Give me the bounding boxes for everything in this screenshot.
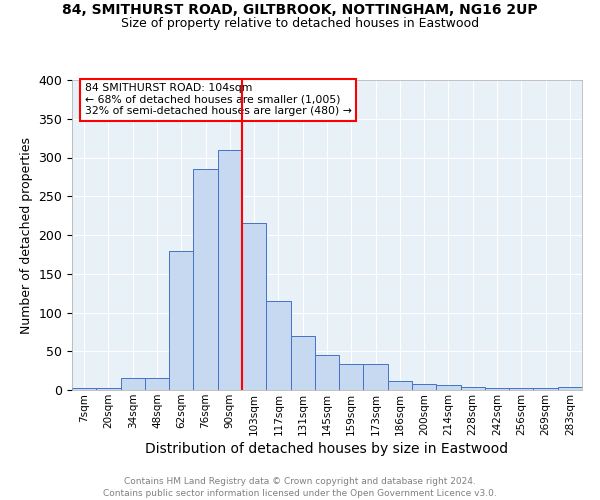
Text: Distribution of detached houses by size in Eastwood: Distribution of detached houses by size … [145, 442, 509, 456]
Bar [72, 388, 96, 390]
Bar [558, 387, 582, 390]
Bar [121, 378, 145, 390]
Bar [315, 355, 339, 390]
Bar [364, 364, 388, 390]
Bar [339, 364, 364, 390]
Bar [461, 387, 485, 390]
Bar [485, 388, 509, 390]
Bar [193, 169, 218, 390]
Bar [509, 388, 533, 390]
Bar [388, 380, 412, 390]
Bar [242, 224, 266, 390]
Bar [290, 336, 315, 390]
Text: Size of property relative to detached houses in Eastwood: Size of property relative to detached ho… [121, 18, 479, 30]
Y-axis label: Number of detached properties: Number of detached properties [20, 136, 33, 334]
Bar [436, 386, 461, 390]
Bar [169, 250, 193, 390]
Bar [218, 150, 242, 390]
Text: 84 SMITHURST ROAD: 104sqm
← 68% of detached houses are smaller (1,005)
32% of se: 84 SMITHURST ROAD: 104sqm ← 68% of detac… [85, 83, 352, 116]
Bar [533, 388, 558, 390]
Text: 84, SMITHURST ROAD, GILTBROOK, NOTTINGHAM, NG16 2UP: 84, SMITHURST ROAD, GILTBROOK, NOTTINGHA… [62, 2, 538, 16]
Text: Contains HM Land Registry data © Crown copyright and database right 2024.: Contains HM Land Registry data © Crown c… [124, 478, 476, 486]
Bar [412, 384, 436, 390]
Bar [96, 388, 121, 390]
Text: Contains public sector information licensed under the Open Government Licence v3: Contains public sector information licen… [103, 489, 497, 498]
Bar [145, 378, 169, 390]
Bar [266, 301, 290, 390]
